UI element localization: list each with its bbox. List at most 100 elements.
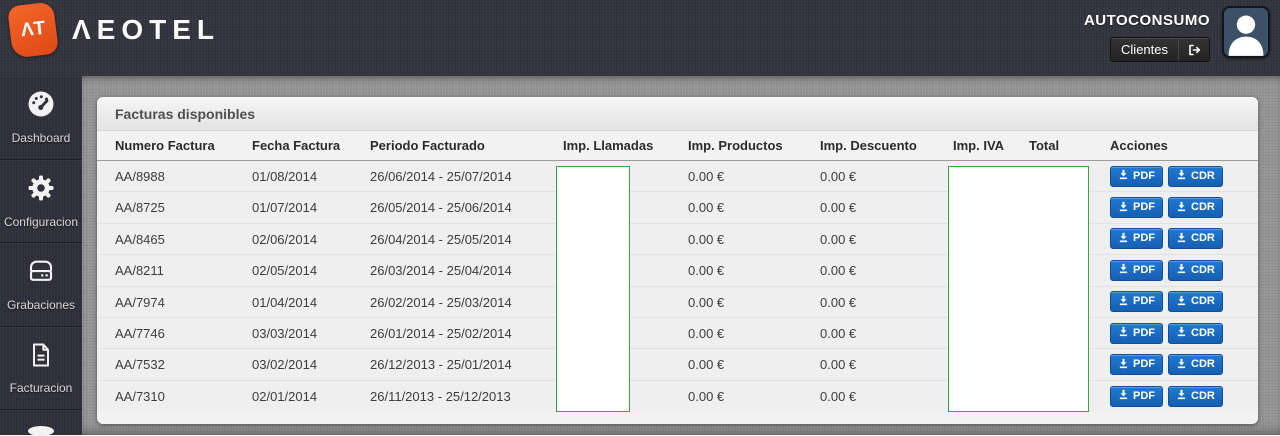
column-header-imp-productos: Imp. Productos [688, 138, 783, 153]
account-block: AUTOCONSUMO Clientes [1084, 6, 1210, 62]
cell-imp-productos: 0.00 € [688, 294, 725, 310]
download-pdf-button[interactable]: PDF [1110, 197, 1163, 219]
download-cdr-button[interactable]: CDR [1168, 291, 1223, 313]
pdf-button-label: PDF [1133, 295, 1155, 308]
cdr-button-label: CDR [1191, 201, 1215, 214]
download-pdf-button[interactable]: PDF [1110, 322, 1163, 344]
cell-periodo: 26/06/2014 - 25/07/2014 [370, 169, 512, 184]
cdr-button-label: CDR [1191, 358, 1215, 371]
pdf-button-label: PDF [1133, 169, 1155, 182]
circle-icon [28, 426, 54, 436]
sidebar-item-partial[interactable] [0, 410, 82, 436]
clients-button[interactable]: Clientes [1110, 37, 1210, 62]
cell-fecha-factura: 03/02/2014 [252, 357, 318, 373]
cell-fecha-factura: 02/01/2014 [252, 388, 318, 404]
sidebar-item-configuracion[interactable]: Configuracion [0, 160, 82, 243]
download-icon [1176, 295, 1187, 309]
download-pdf-button[interactable]: PDF [1110, 291, 1163, 313]
download-icon [1176, 201, 1187, 215]
download-icon [1118, 358, 1129, 372]
cell-periodo: 26/02/2014 - 25/03/2014 [370, 294, 512, 310]
download-pdf-button[interactable]: PDF [1110, 354, 1163, 376]
cell-imp-descuento: 0.00 € [820, 388, 857, 404]
cell-imp-descuento: 0.00 € [820, 169, 857, 184]
cell-imp-productos: 0.00 € [688, 263, 725, 279]
download-pdf-button[interactable]: PDF [1110, 385, 1163, 407]
cell-fecha-factura: 02/05/2014 [252, 263, 318, 279]
cell-periodo: 26/12/2013 - 25/01/2014 [370, 357, 512, 373]
download-cdr-button[interactable]: CDR [1168, 228, 1223, 250]
download-cdr-button[interactable]: CDR [1168, 259, 1223, 281]
user-avatar[interactable] [1222, 6, 1270, 58]
cell-periodo: 26/04/2014 - 25/05/2014 [370, 231, 512, 247]
cell-imp-descuento: 0.00 € [820, 231, 857, 247]
column-header-imp-descuento: Imp. Descuento [820, 138, 917, 153]
cdr-button-label: CDR [1191, 263, 1215, 276]
sidebar-item-dashboard[interactable]: Dashboard [0, 76, 82, 160]
download-cdr-button[interactable]: CDR [1168, 165, 1223, 187]
cell-numero-factura: AA/8465 [115, 231, 165, 247]
cell-acciones: PDF CDR [1110, 161, 1258, 191]
cell-numero-factura: AA/8988 [115, 169, 165, 184]
cell-acciones: PDF CDR [1110, 349, 1258, 379]
download-icon [1176, 263, 1187, 277]
cell-imp-descuento: 0.00 € [820, 200, 857, 216]
sidebar-item-label: Dashboard [11, 131, 71, 146]
pdf-button-label: PDF [1133, 389, 1155, 402]
panel-title: Facturas disponibles [97, 97, 1258, 131]
download-pdf-button[interactable]: PDF [1110, 165, 1163, 187]
download-cdr-button[interactable]: CDR [1168, 385, 1223, 407]
cell-acciones: PDF CDR [1110, 192, 1258, 222]
cell-acciones: PDF CDR [1110, 287, 1258, 317]
download-cdr-button[interactable]: CDR [1168, 197, 1223, 219]
column-header-periodo-facturado: Periodo Facturado [370, 138, 485, 153]
cell-acciones: PDF CDR [1110, 255, 1258, 285]
cell-imp-descuento: 0.00 € [820, 294, 857, 310]
cell-fecha-factura: 01/08/2014 [252, 169, 318, 184]
app-header: ΛT ΛEOTEL AUTOCONSUMO Clientes [0, 0, 1280, 76]
header-right: AUTOCONSUMO Clientes [1084, 6, 1270, 62]
download-icon [1176, 389, 1187, 403]
cdr-button-label: CDR [1191, 326, 1215, 339]
table-header-row: Numero Factura Fecha Factura Periodo Fac… [97, 131, 1258, 161]
cell-fecha-factura: 01/04/2014 [252, 294, 318, 310]
cell-imp-descuento: 0.00 € [820, 357, 857, 373]
column-header-imp-llamadas: Imp. Llamadas [563, 138, 654, 153]
cell-imp-productos: 0.00 € [688, 357, 725, 373]
download-cdr-button[interactable]: CDR [1168, 354, 1223, 376]
download-icon [1118, 232, 1129, 246]
cell-imp-productos: 0.00 € [688, 325, 725, 341]
column-header-acciones: Acciones [1110, 137, 1168, 153]
download-icon [1176, 358, 1187, 372]
download-pdf-button[interactable]: PDF [1110, 228, 1163, 250]
pdf-button-label: PDF [1133, 201, 1155, 214]
cell-periodo: 26/05/2014 - 25/06/2014 [370, 200, 512, 216]
logo-monogram: ΛT [19, 17, 47, 42]
brand-logo[interactable]: ΛT ΛEOTEL [7, 1, 221, 59]
download-icon [1176, 326, 1187, 340]
brand-wordmark: ΛEOTEL [72, 14, 221, 45]
sidebar-item-facturacion[interactable]: Facturacion [0, 327, 82, 410]
download-pdf-button[interactable]: PDF [1110, 259, 1163, 281]
logout-icon[interactable] [1178, 38, 1209, 61]
column-header-imp-iva: Imp. IVA [953, 138, 1005, 153]
pdf-button-label: PDF [1133, 232, 1155, 245]
gear-icon [26, 173, 56, 208]
sidebar-item-label: Grabaciones [6, 298, 76, 313]
hard-drive-icon [26, 256, 56, 291]
download-cdr-button[interactable]: CDR [1168, 322, 1223, 344]
cell-acciones: PDF CDR [1110, 318, 1258, 348]
cdr-button-label: CDR [1191, 389, 1215, 402]
sidebar-item-grabaciones[interactable]: Grabaciones [0, 243, 82, 327]
cdr-button-label: CDR [1191, 169, 1215, 182]
content-area: Facturas disponibles Numero Factura Fech… [82, 76, 1280, 435]
cell-numero-factura: AA/8725 [115, 200, 165, 216]
cdr-button-label: CDR [1191, 295, 1215, 308]
cell-acciones: PDF CDR [1110, 381, 1258, 412]
cell-fecha-factura: 03/03/2014 [252, 325, 318, 341]
clients-button-label[interactable]: Clientes [1121, 42, 1168, 57]
pdf-button-label: PDF [1133, 263, 1155, 276]
invoices-panel: Facturas disponibles Numero Factura Fech… [97, 97, 1258, 424]
download-icon [1118, 201, 1129, 215]
cell-periodo: 26/01/2014 - 25/02/2014 [370, 325, 512, 341]
